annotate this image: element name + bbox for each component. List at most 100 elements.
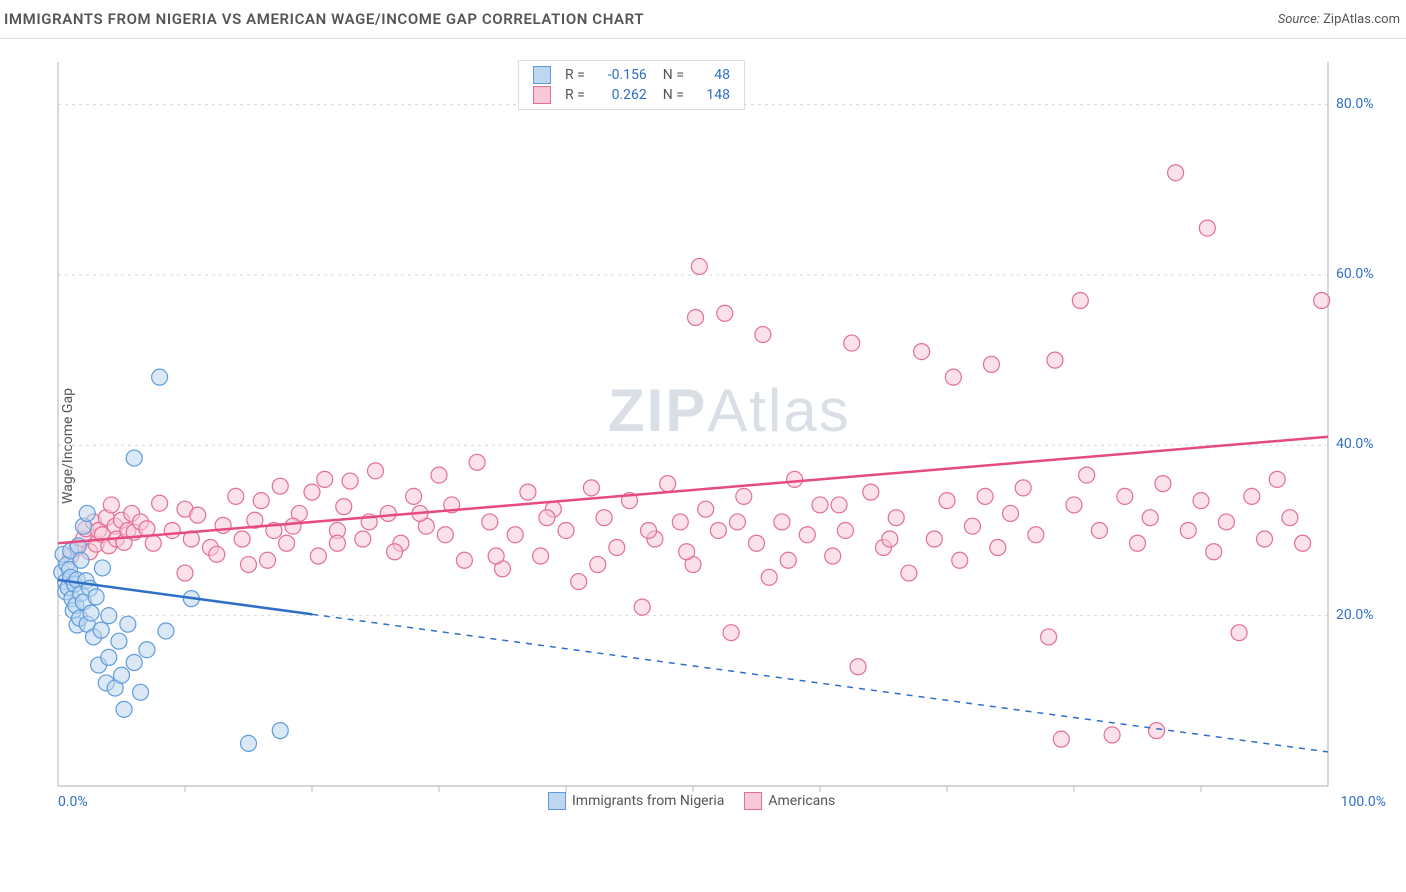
scatter-point xyxy=(533,548,549,564)
scatter-point xyxy=(780,552,796,568)
scatter-point xyxy=(1047,352,1063,368)
scatter-point xyxy=(126,654,142,670)
scatter-point xyxy=(260,552,276,568)
scatter-point xyxy=(1218,514,1234,530)
trend-line xyxy=(58,437,1328,543)
scatter-point xyxy=(101,608,117,624)
scatter-point xyxy=(116,701,132,717)
scatter-point xyxy=(729,514,745,530)
scatter-point xyxy=(336,499,352,515)
scatter-point xyxy=(253,493,269,509)
title-bar: IMMIGRANTS FROM NIGERIA VS AMERICAN WAGE… xyxy=(0,0,1406,39)
legend-item: Americans xyxy=(744,792,835,810)
scatter-point xyxy=(698,501,714,517)
scatter-point xyxy=(1053,731,1069,747)
scatter-point xyxy=(1130,535,1146,551)
scatter-point xyxy=(317,471,333,487)
scatter-point xyxy=(1117,488,1133,504)
trend-line-extrapolated xyxy=(312,614,1328,752)
scatter-point xyxy=(749,535,765,551)
scatter-point xyxy=(329,535,345,551)
scatter-point xyxy=(691,258,707,274)
scatter-point xyxy=(863,484,879,500)
scatter-point xyxy=(990,540,1006,556)
scatter-point xyxy=(152,369,168,385)
scatter-point xyxy=(723,625,739,641)
legend-item: Immigrants from Nigeria xyxy=(548,792,724,810)
scatter-point xyxy=(964,518,980,534)
scatter-point xyxy=(831,497,847,513)
legend-label: Immigrants from Nigeria xyxy=(572,793,724,809)
scatter-point xyxy=(272,723,288,739)
scatter-point xyxy=(234,531,250,547)
y-tick-label: 60.0% xyxy=(1336,266,1374,282)
scatter-point xyxy=(590,557,606,573)
scatter-point xyxy=(1072,292,1088,308)
scatter-point xyxy=(1180,522,1196,538)
scatter-point xyxy=(812,497,828,513)
source-value: ZipAtlas.com xyxy=(1323,12,1400,27)
scatter-point xyxy=(1104,727,1120,743)
scatter-point xyxy=(596,510,612,526)
scatter-point xyxy=(406,488,422,504)
scatter-point xyxy=(688,310,704,326)
scatter-point xyxy=(355,531,371,547)
scatter-point xyxy=(285,518,301,534)
x-start-label: 0.0% xyxy=(58,794,88,810)
scatter-point xyxy=(114,667,130,683)
scatter-point xyxy=(1091,522,1107,538)
scatter-point xyxy=(387,544,403,560)
scatter-point xyxy=(1003,505,1019,521)
scatter-point xyxy=(787,471,803,487)
scatter-point xyxy=(717,305,733,321)
scatter-point xyxy=(190,507,206,523)
scatter-point xyxy=(120,616,136,632)
scatter-point xyxy=(539,510,555,526)
scatter-point xyxy=(1314,292,1330,308)
scatter-point xyxy=(88,589,104,605)
scatter-point xyxy=(825,548,841,564)
scatter-point xyxy=(1231,625,1247,641)
scatter-point xyxy=(914,344,930,360)
scatter-point xyxy=(1041,629,1057,645)
scatter-point xyxy=(844,335,860,351)
scatter-chart xyxy=(48,56,1386,816)
scatter-point xyxy=(507,527,523,543)
scatter-point xyxy=(437,527,453,543)
scatter-point xyxy=(837,522,853,538)
scatter-point xyxy=(469,454,485,470)
scatter-point xyxy=(1295,535,1311,551)
scatter-point xyxy=(342,473,358,489)
scatter-point xyxy=(1257,531,1273,547)
scatter-point xyxy=(380,505,396,521)
scatter-point xyxy=(761,569,777,585)
scatter-point xyxy=(79,505,95,521)
scatter-point xyxy=(571,574,587,590)
scatter-point xyxy=(164,522,180,538)
scatter-point xyxy=(158,623,174,639)
scatter-point xyxy=(1015,480,1031,496)
scatter-point xyxy=(672,514,688,530)
scatter-point xyxy=(139,642,155,658)
scatter-point xyxy=(888,510,904,526)
series-legend: Immigrants from Nigeria Americans xyxy=(538,792,845,814)
scatter-point xyxy=(710,522,726,538)
scatter-point xyxy=(1028,527,1044,543)
y-tick-label: 80.0% xyxy=(1336,96,1374,112)
scatter-point xyxy=(228,488,244,504)
x-end-label: 100.0% xyxy=(1341,794,1386,810)
scatter-point xyxy=(111,633,127,649)
scatter-point xyxy=(101,649,117,665)
scatter-point xyxy=(1282,510,1298,526)
scatter-point xyxy=(1079,467,1095,483)
scatter-point xyxy=(926,531,942,547)
scatter-point xyxy=(1066,497,1082,513)
scatter-point xyxy=(73,552,89,568)
y-tick-label: 20.0% xyxy=(1336,607,1374,623)
scatter-point xyxy=(945,369,961,385)
scatter-point xyxy=(882,531,898,547)
scatter-point xyxy=(431,467,447,483)
scatter-point xyxy=(177,565,193,581)
scatter-point xyxy=(634,599,650,615)
scatter-point xyxy=(304,484,320,500)
